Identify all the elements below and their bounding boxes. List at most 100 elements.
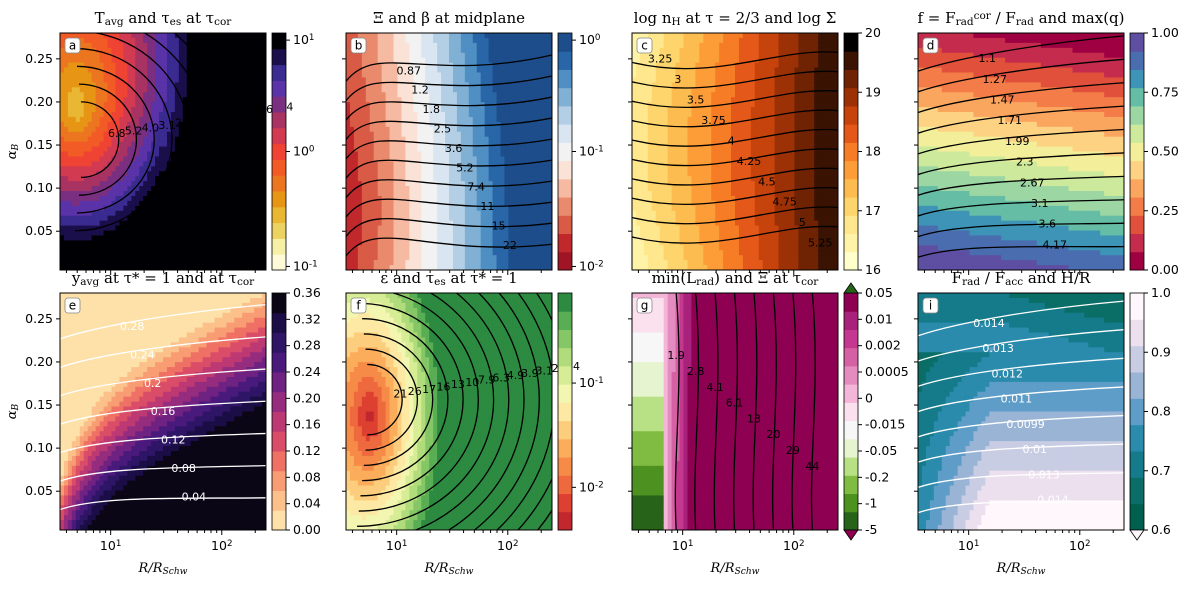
y-tick-label: 0.25 <box>25 311 53 326</box>
contour-label: 1.99 <box>1005 135 1030 148</box>
colorbar-tick-label: 10-1 <box>579 144 604 159</box>
panel-letter-text: d <box>927 39 935 53</box>
colorbar-segment <box>272 470 286 491</box>
colorbar-segment <box>844 33 858 52</box>
colorbar-segment <box>1130 124 1144 143</box>
contour-line <box>632 109 838 128</box>
contour-line <box>198 33 262 270</box>
contour-line <box>60 336 266 368</box>
colorbar-tick-label: 0.002 <box>865 338 901 353</box>
colorbar-tick-label: 0.04 <box>293 496 321 511</box>
colorbar-segment <box>1130 503 1144 531</box>
colorbar-segment <box>558 347 572 367</box>
colorbar-tick-label: 1.0 <box>1151 285 1171 300</box>
y-tick-label: 0.10 <box>25 180 53 195</box>
contour-label: 0.01 <box>1022 443 1047 456</box>
colorbar-segment <box>558 160 572 180</box>
colorbar-segment <box>1130 160 1144 180</box>
colorbar-tick-label: 10-2 <box>579 479 604 494</box>
contour-label: 0.24 <box>130 348 155 361</box>
colorbar-segment <box>558 105 572 125</box>
colorbar-segment <box>844 457 858 476</box>
x-tick-label: 101 <box>100 538 121 553</box>
contour-line <box>918 152 1124 176</box>
panel-title: Tavg and τes at τcor <box>95 9 233 28</box>
contour-label: 4.1 <box>706 381 724 394</box>
colorbar-tick-label: 20 <box>865 25 881 40</box>
panel-title: Frad / Facc and H/R <box>952 269 1091 288</box>
colorbar-segment <box>558 142 572 162</box>
contour-label: 2.5 <box>434 123 452 136</box>
heatmap-field <box>632 293 838 530</box>
colorbar-segment <box>558 329 572 349</box>
plot-frame <box>345 32 553 271</box>
colorbar-segment <box>844 124 858 143</box>
contour-line <box>810 293 816 530</box>
y-tick-label: 0.25 <box>25 51 53 66</box>
contour-labels: 0.87 1.2 1.8 2.5 3.6 5.2 7.4 11 15 22 <box>396 64 516 252</box>
contour-line <box>918 35 1124 72</box>
panel-letter-text: f <box>356 299 361 313</box>
contour-line <box>918 414 1124 438</box>
panel-letter: e <box>64 297 81 314</box>
colorbar-segment <box>272 312 286 333</box>
y-tick-label: 0.10 <box>25 440 53 455</box>
colorbar-segment <box>558 33 572 52</box>
colorbar-tick-label: 0.08 <box>293 469 321 484</box>
contour-line <box>771 293 777 530</box>
contour-lines <box>918 300 1124 514</box>
contour-label: 0.011 <box>1001 393 1033 406</box>
colorbar-tick-label: -0.05 <box>865 443 897 458</box>
colorbar: 1.0 0.9 0.8 0.7 0.6 <box>1129 285 1171 541</box>
colorbar: 101 100 10-1 <box>271 32 318 273</box>
contour-line <box>918 199 1124 217</box>
colorbar-tick-label: 0.12 <box>293 443 321 458</box>
colorbar-tick-label: 10-1 <box>579 375 604 390</box>
colorbar-segment <box>844 475 858 495</box>
x-axis-label: R/RSchw <box>710 561 760 577</box>
x-tick-label: 102 <box>211 538 232 553</box>
contour-line <box>170 33 244 270</box>
contour-line <box>358 293 479 512</box>
colorbar-tick-label: 0.00 <box>293 522 321 537</box>
panel-i: 0.0140.0130.0120.0110.00990.010.0130.014… <box>914 269 1171 577</box>
contour-label: 6.3 <box>492 371 510 384</box>
contour-label: 1.1 <box>242 106 260 119</box>
contour-label: 3.1 <box>1031 197 1049 210</box>
contour-line <box>733 293 739 530</box>
contour-label: 29 <box>786 444 800 457</box>
contour-label: 2.67 <box>1020 176 1045 189</box>
y-tick-label: 0.15 <box>25 397 53 412</box>
contour-line <box>918 128 1124 155</box>
colorbar-tick-label: 0.20 <box>293 390 321 405</box>
contour-label: 3.25 <box>648 52 673 65</box>
x-axis-label: R/RSchw <box>138 561 188 577</box>
contour-line <box>918 443 1124 463</box>
colorbar-segment <box>272 222 286 239</box>
colorbar-segment <box>272 143 286 160</box>
contour-line <box>918 357 1124 387</box>
contour-label: 0.04 <box>182 491 207 504</box>
colorbar-tick-label: 0.8 <box>1151 404 1171 419</box>
panel-title: min(Lrad) and Ξ at τcor <box>652 269 820 288</box>
contour-label: 4.5 <box>758 175 776 188</box>
colorbar-segment <box>272 64 286 81</box>
panel-b: 0.87 1.2 1.8 2.5 3.6 5.2 7.4 11 15 22 b Ξ and β at … <box>342 9 604 275</box>
panel-letter-text: c <box>641 39 648 53</box>
colorbar-segment <box>1130 87 1144 107</box>
colorbar-tick-label: 0.01 <box>865 311 893 326</box>
colorbar-tick-label: 0.16 <box>293 417 321 432</box>
contour-label: 44 <box>805 460 819 473</box>
colorbar-segment <box>558 511 572 531</box>
heatmap-field <box>918 33 1124 270</box>
contour-labels: 0.28 0.24 0.2 0.16 0.12 0.08 0.04 <box>120 320 206 504</box>
contour-line <box>918 82 1124 114</box>
contour-labels: 6.85.24.03.12.31.81.40.91.10.650.4 <box>108 100 293 140</box>
contour-label: 3.75 <box>701 114 726 127</box>
colorbar-extend-bottom <box>1129 529 1145 541</box>
contour-label: 7.9 <box>478 374 496 387</box>
colorbar: 100 10-1 10-2 <box>557 32 604 273</box>
